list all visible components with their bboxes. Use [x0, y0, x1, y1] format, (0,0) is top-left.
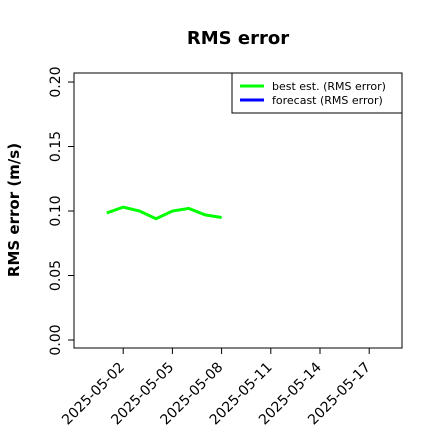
legend-label: forecast (RMS error): [272, 94, 383, 107]
y-tick-label: 0.15: [48, 131, 64, 162]
y-axis-label: RMS error (m/s): [5, 143, 23, 277]
plot-frame: [73, 72, 403, 349]
legend-label: best est. (RMS error): [272, 80, 386, 93]
y-tick-label: 0.05: [48, 260, 64, 291]
y-tick-label: 0.00: [48, 324, 64, 355]
series-line: [106, 205, 222, 221]
y-tick-label: 0.20: [48, 66, 64, 97]
y-tick-label: 0.10: [48, 195, 64, 226]
chart-title: RMS error: [187, 28, 289, 49]
legend-box: [231, 72, 403, 114]
